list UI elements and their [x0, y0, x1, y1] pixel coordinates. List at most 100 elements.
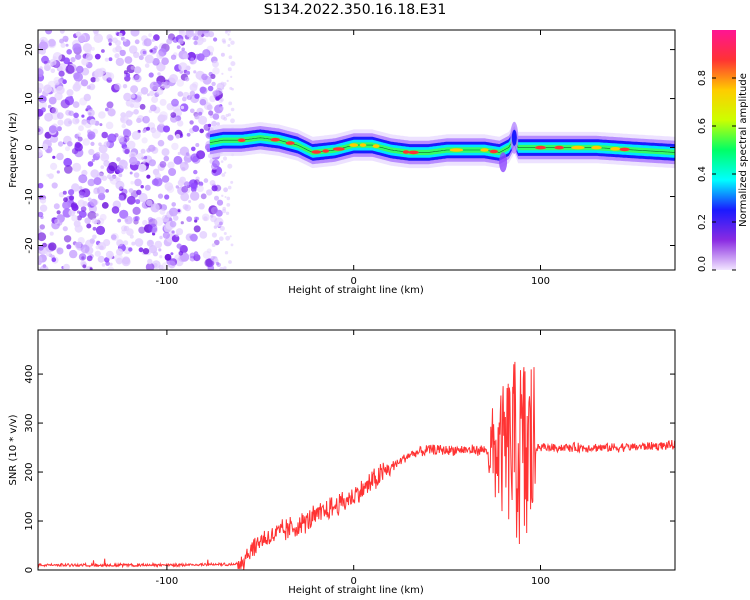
noise-blob — [111, 206, 120, 214]
noise-blob — [219, 236, 224, 241]
noise-blob — [226, 79, 229, 82]
noise-blob — [228, 30, 231, 33]
noise-blob — [141, 137, 148, 144]
noise-blob — [216, 199, 224, 206]
noise-blob — [120, 112, 127, 118]
noise-blob — [85, 53, 93, 61]
noise-blob — [157, 139, 165, 147]
noise-blob — [189, 120, 194, 125]
noise-blob — [169, 220, 177, 228]
noise-blob — [138, 247, 144, 253]
noise-blob — [115, 45, 122, 53]
noise-blob — [58, 70, 65, 77]
noise-blob — [149, 81, 159, 91]
noise-blob — [143, 38, 152, 47]
x-tick-label: 100 — [531, 276, 550, 287]
noise-blob — [107, 108, 116, 117]
noise-blob — [222, 87, 225, 90]
noise-blob — [175, 133, 181, 139]
ridge-hotspot — [591, 145, 602, 150]
noise-blob — [131, 241, 136, 246]
noise-blob — [135, 199, 141, 205]
noise-blob — [80, 79, 89, 87]
noise-blob — [223, 232, 227, 235]
noise-blob — [153, 263, 158, 268]
noise-blob — [143, 155, 148, 160]
noise-blob — [97, 255, 105, 263]
noise-blob — [215, 87, 223, 96]
noise-blob — [207, 264, 215, 270]
noise-blob — [227, 44, 231, 47]
noise-blob — [180, 221, 184, 225]
noise-blob — [190, 108, 195, 114]
noise-blob — [118, 194, 125, 201]
noise-blob — [81, 114, 85, 118]
noise-blob — [66, 89, 74, 97]
noise-blob — [214, 239, 220, 246]
noise-blob — [171, 202, 176, 207]
noise-blob — [56, 210, 61, 215]
noise-blob — [48, 125, 57, 134]
spectrogram-noise-region — [38, 30, 236, 270]
noise-blob — [144, 54, 154, 64]
noise-blob — [226, 196, 231, 201]
noise-blob — [212, 60, 219, 68]
noise-blob — [130, 30, 140, 37]
noise-blob — [211, 243, 216, 248]
noise-blob — [60, 99, 70, 109]
noise-blob — [62, 201, 71, 210]
noise-blob — [77, 132, 81, 137]
noise-blob — [170, 54, 177, 60]
noise-blob — [225, 235, 231, 241]
noise-blob — [179, 176, 187, 184]
noise-blob — [136, 189, 142, 195]
noise-blob — [207, 123, 212, 128]
colorbar-gradient — [712, 30, 736, 270]
noise-blob — [96, 186, 106, 195]
noise-blob — [80, 206, 87, 212]
noise-blob — [164, 182, 174, 191]
noise-blob — [133, 216, 138, 222]
noise-blob — [87, 211, 97, 220]
noise-blob — [140, 87, 149, 95]
noise-blob — [192, 81, 199, 88]
x-tick-label: 100 — [531, 576, 550, 587]
y-tick-label: 10 — [24, 92, 35, 105]
noise-blob — [100, 165, 105, 170]
noise-blob — [136, 152, 144, 160]
noise-blob — [105, 107, 109, 112]
noise-blob — [227, 163, 233, 169]
noise-blob — [167, 161, 175, 169]
noise-blob — [63, 263, 70, 270]
noise-blob — [90, 46, 95, 51]
noise-blob — [212, 67, 220, 75]
noise-blob — [228, 37, 232, 41]
colorbar-tick-label: 0.8 — [697, 70, 708, 86]
snr-x-axis-label: Height of straight line (km) — [288, 585, 424, 596]
noise-blob — [178, 62, 188, 72]
noise-blob — [109, 176, 114, 182]
noise-blob — [130, 180, 134, 185]
noise-blob — [156, 51, 165, 60]
colorbar-ticks: 0.0 0.2 0.4 0.6 0.8 — [697, 70, 736, 272]
noise-blob — [159, 121, 164, 126]
noise-blob — [75, 53, 82, 60]
noise-blob — [148, 144, 156, 152]
noise-blob — [38, 182, 44, 189]
noise-blob — [230, 107, 235, 112]
noise-blob — [227, 67, 232, 72]
ridge-hotspot — [535, 145, 546, 150]
noise-blob — [133, 109, 139, 115]
noise-blob — [77, 199, 86, 207]
noise-blob — [229, 86, 233, 90]
noise-blob — [149, 104, 157, 112]
noise-blob — [177, 209, 181, 213]
noise-blob — [38, 100, 47, 110]
noise-blob — [134, 66, 142, 74]
noise-blob — [142, 248, 150, 255]
y-tick-label: 0 — [24, 567, 35, 573]
noise-blob — [86, 105, 92, 110]
noise-blob — [186, 95, 192, 101]
noise-blob — [137, 91, 143, 97]
noise-blob — [71, 214, 78, 222]
